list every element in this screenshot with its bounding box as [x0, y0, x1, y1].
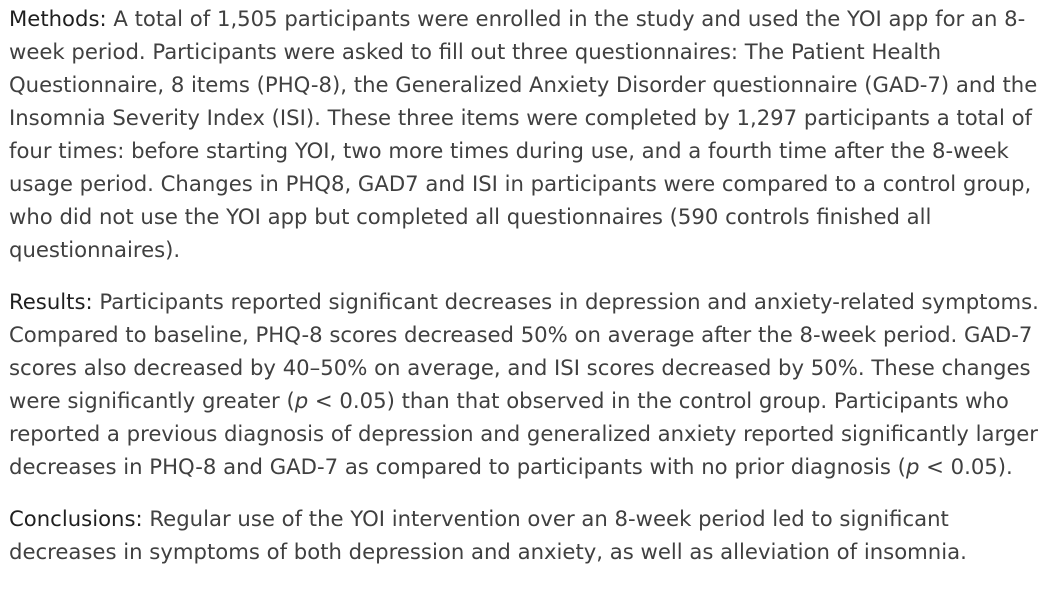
- methods-text: A total of 1,505 participants were enrol…: [9, 6, 1038, 262]
- results-text-2: < 0.05) than that observed in the contro…: [9, 388, 1038, 479]
- results-label: Results: [9, 289, 86, 314]
- abstract: Methods: A total of 1,505 participants w…: [9, 6, 1039, 564]
- methods-section: Methods: A total of 1,505 participants w…: [9, 6, 1038, 262]
- results-text-1: Participants reported significant decrea…: [9, 289, 1039, 413]
- conclusions-label: Conclusions: [9, 506, 136, 531]
- p-value-symbol: p: [294, 388, 309, 413]
- conclusions-text: Regular use of the YOI intervention over…: [9, 506, 967, 564]
- p-value-symbol: p: [905, 454, 920, 479]
- conclusions-section: Conclusions: Regular use of the YOI inte…: [9, 506, 967, 564]
- results-text-3: < 0.05).: [919, 454, 1013, 479]
- methods-label: Methods: [9, 6, 100, 31]
- results-section: Results: Participants reported significa…: [9, 289, 1039, 479]
